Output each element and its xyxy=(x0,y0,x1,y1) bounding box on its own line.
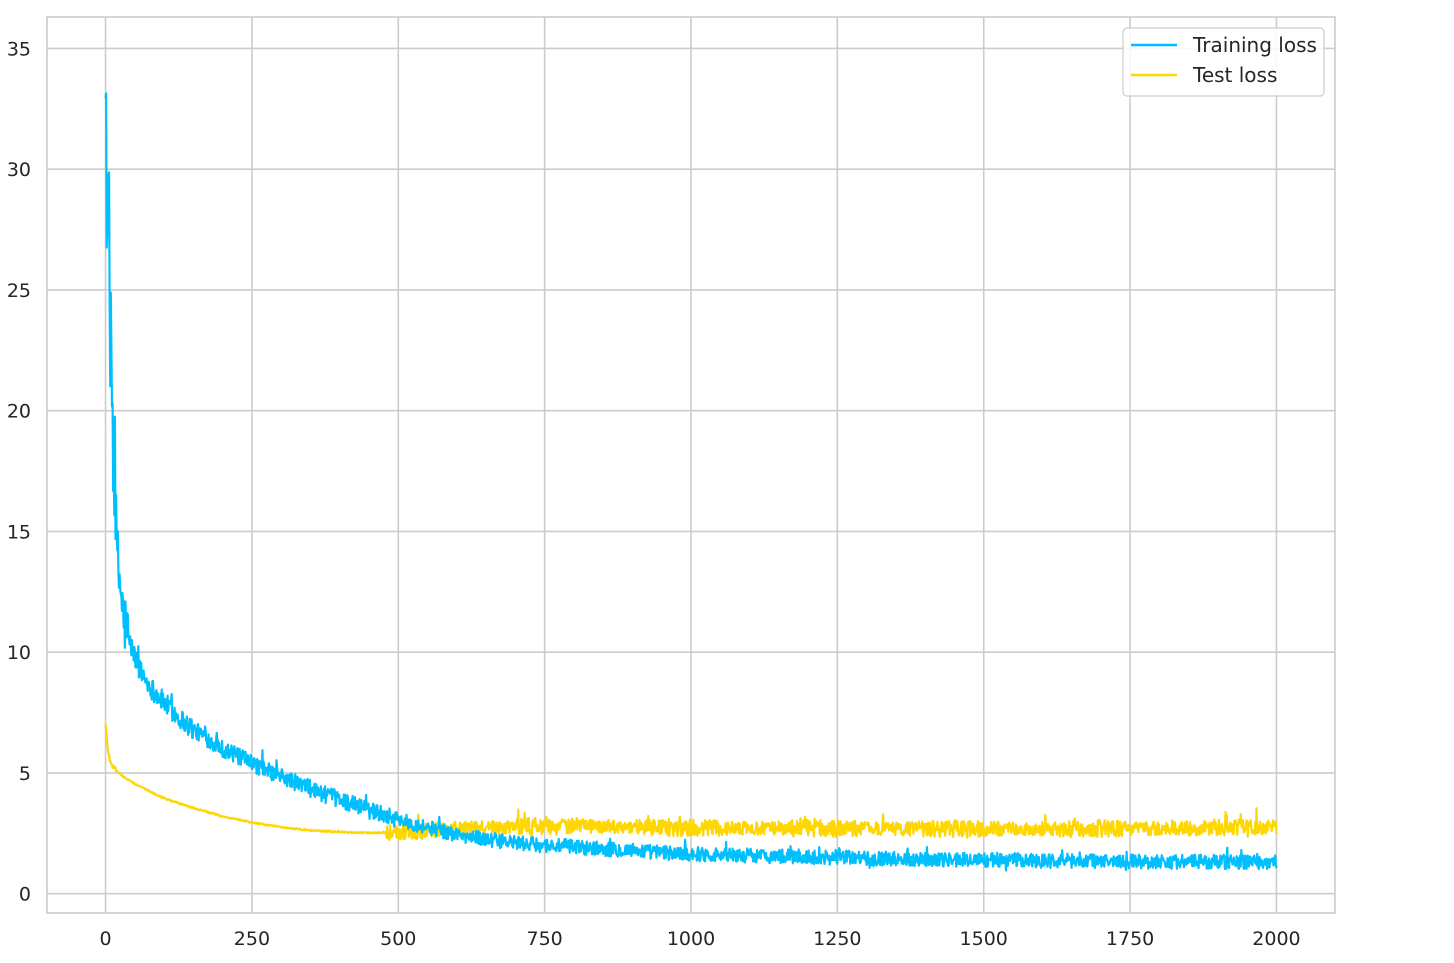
y-axis-ticks: 0 5 10 15 20 25 30 35 xyxy=(7,38,31,905)
x-tick-label: 1750 xyxy=(1106,928,1154,950)
grid-lines xyxy=(47,17,1335,913)
x-tick-label: 250 xyxy=(234,928,270,950)
legend-label: Training loss xyxy=(1192,33,1317,57)
x-axis-ticks: 0 250 500 750 1000 1250 1500 1750 2000 xyxy=(99,928,1300,950)
y-tick-label: 35 xyxy=(7,38,31,60)
y-tick-label: 20 xyxy=(7,401,31,423)
y-tick-label: 0 xyxy=(19,884,31,906)
y-tick-label: 25 xyxy=(7,280,31,302)
y-tick-label: 30 xyxy=(7,159,31,181)
y-tick-label: 5 xyxy=(19,763,31,785)
x-tick-label: 1250 xyxy=(813,928,861,950)
x-tick-label: 2000 xyxy=(1252,928,1300,950)
x-tick-label: 1500 xyxy=(960,928,1008,950)
test-loss-line xyxy=(104,724,1278,841)
legend-label: Test loss xyxy=(1192,63,1277,87)
legend: Training loss Test loss xyxy=(1122,27,1325,97)
x-tick-label: 1000 xyxy=(667,928,715,950)
x-tick-label: 750 xyxy=(527,928,563,950)
plot-frame xyxy=(46,16,1336,914)
y-tick-label: 10 xyxy=(7,642,31,664)
x-tick-label: 0 xyxy=(99,928,111,950)
x-tick-label: 500 xyxy=(380,928,416,950)
series-lines xyxy=(104,92,1278,872)
training-loss-line xyxy=(104,92,1278,872)
y-tick-label: 15 xyxy=(7,521,31,543)
